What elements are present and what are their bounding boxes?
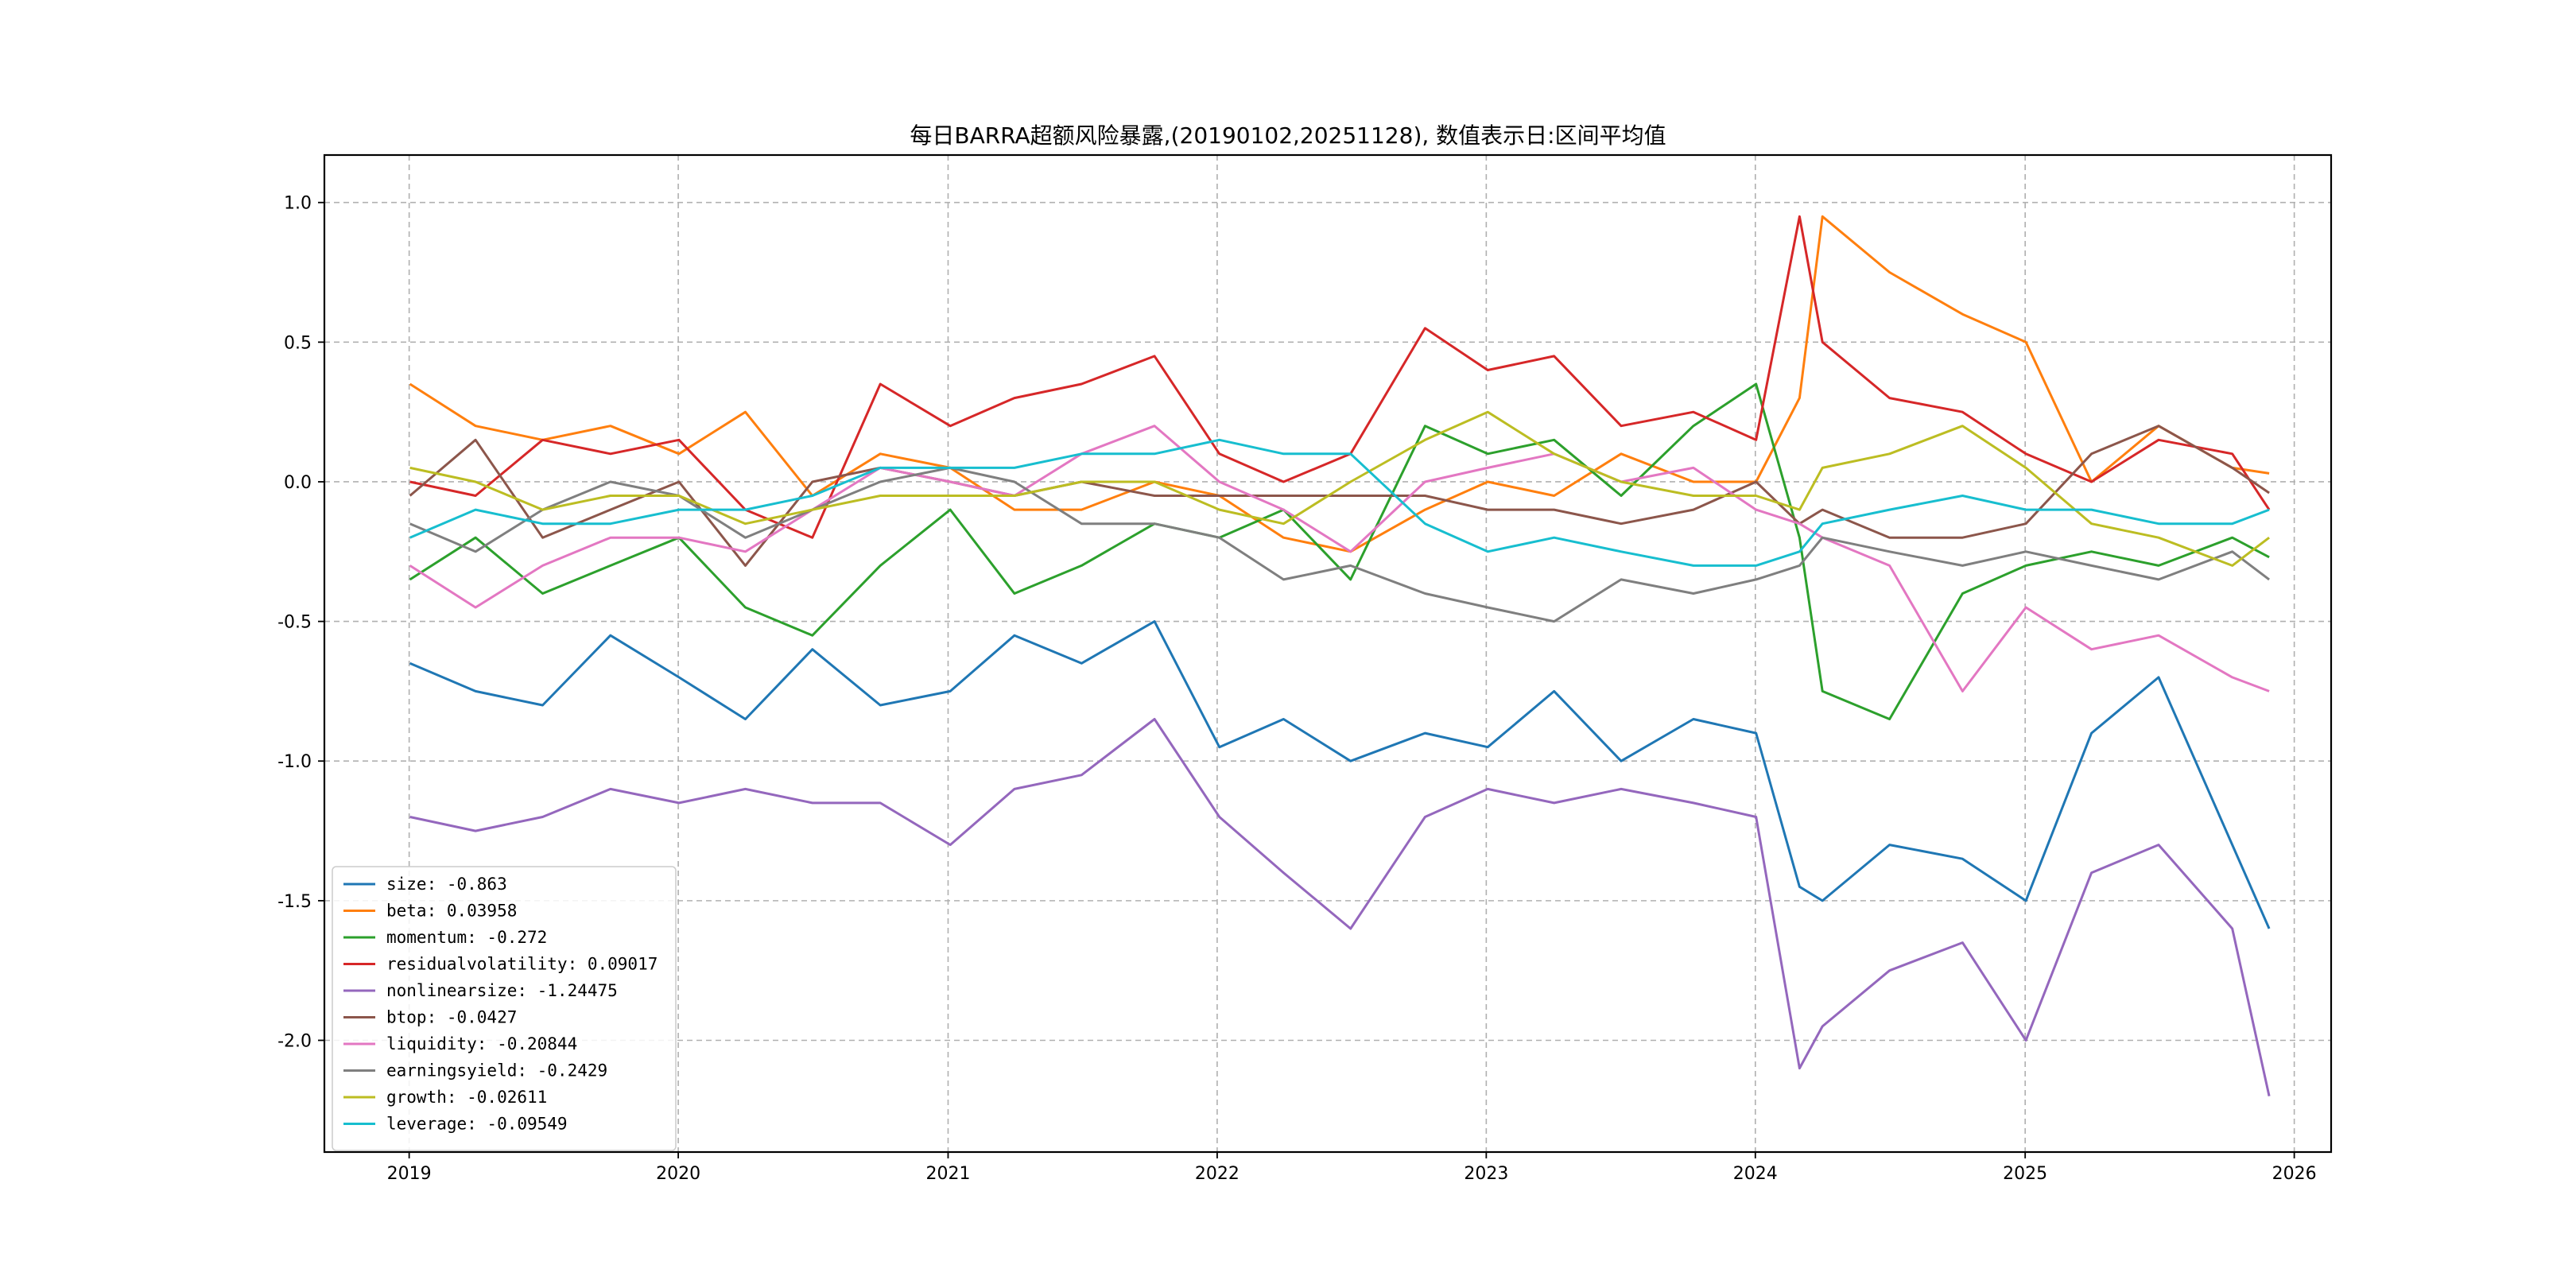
series-line-leverage [409, 438, 2270, 567]
legend-label: beta: 0.03958 [386, 902, 517, 921]
legend-label: momentum: -0.272 [386, 928, 547, 947]
series-line-residualvolatility [409, 215, 2271, 539]
y-tick-label: 0.0 [284, 473, 312, 493]
legend-label: size: -0.863 [386, 875, 507, 894]
chart-title: 每日BARRA超额风险暴露,(20190102,20251128), 数值表示日… [910, 122, 1666, 149]
series-line-liquidity [409, 425, 2270, 692]
legend-label: liquidity: -0.20844 [386, 1034, 577, 1053]
y-tick-label: 0.5 [284, 333, 312, 353]
y-tick-label: -0.5 [277, 613, 312, 633]
x-tick-label: 2024 [1733, 1164, 1778, 1184]
plot-frame [323, 153, 2333, 1154]
x-tick-label: 2026 [2272, 1164, 2317, 1184]
series-line-earningsyield [409, 466, 2271, 623]
x-axis: 2019 2020 2021 2022 2023 2024 2025 2026 [387, 1152, 2317, 1184]
legend-label: earningsyield: -0.2429 [386, 1061, 607, 1080]
x-tick-label: 2025 [2003, 1164, 2047, 1184]
x-tick-label: 2022 [1195, 1164, 1240, 1184]
series-line-beta [409, 215, 2270, 553]
x-tick-label: 2023 [1464, 1164, 1508, 1184]
y-tick-label: -1.5 [277, 892, 312, 912]
legend-label: residualvolatility: 0.09017 [386, 955, 658, 974]
y-tick-label: -2.0 [277, 1031, 312, 1051]
legend-label: leverage: -0.09549 [386, 1115, 568, 1134]
legend-label: nonlinearsize: -1.24475 [386, 981, 618, 1000]
grid [324, 155, 2331, 1152]
y-tick-label: 1.0 [284, 194, 312, 214]
x-tick-label: 2021 [925, 1164, 970, 1184]
y-axis: 1.0 0.5 0.0 -0.5 -1.0 -1.5 -2.0 [277, 194, 324, 1051]
legend-label: btop: -0.0427 [386, 1008, 517, 1027]
series-line-nonlinearsize [409, 718, 2271, 1097]
legend-label: growth: -0.02611 [386, 1088, 547, 1107]
series-line-momentum [409, 382, 2270, 720]
series-line-growth [409, 410, 2271, 567]
series-line-size [409, 620, 2271, 929]
series-line-btop [409, 425, 2270, 567]
y-tick-label: -1.0 [277, 752, 312, 772]
legend-box [332, 866, 677, 1151]
legend: size: -0.863 beta: 0.03958 momentum: -0.27… [332, 866, 677, 1151]
x-tick-label: 2019 [387, 1164, 432, 1184]
x-tick-label: 2020 [656, 1164, 700, 1184]
series-lines [409, 215, 2271, 1097]
